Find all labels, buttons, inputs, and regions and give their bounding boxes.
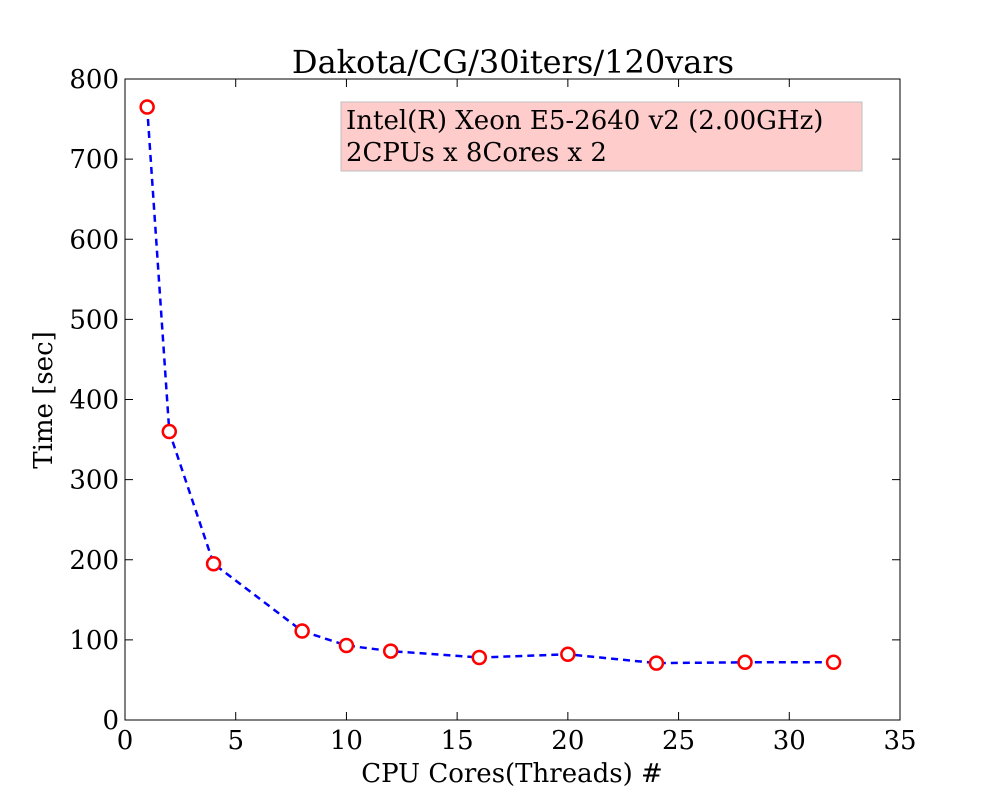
data-point — [825, 654, 842, 671]
data-point — [161, 423, 178, 440]
x-tick-label: 20 — [551, 726, 584, 756]
y-tick-label: 700 — [69, 145, 119, 175]
series-line — [145, 106, 834, 665]
data-point — [139, 99, 155, 115]
data-point — [205, 556, 222, 572]
data-point — [338, 637, 355, 654]
x-tick-label: 35 — [883, 726, 916, 756]
data-point — [294, 623, 310, 639]
plot-area — [124, 78, 901, 721]
y-tick-label: 300 — [69, 466, 119, 496]
y-tick-label: 0 — [102, 706, 119, 736]
x-tick-label: 15 — [441, 726, 474, 756]
annotation-line-1: Intel(R) Xeon E5-2640 v2 (2.00GHz) — [346, 106, 823, 136]
x-tick-label: 0 — [117, 726, 134, 756]
y-tick-label: 600 — [69, 225, 119, 255]
y-tick-label: 100 — [69, 626, 119, 656]
data-point — [471, 649, 488, 666]
data-point — [382, 643, 399, 659]
data-point — [648, 655, 665, 671]
annotation-background — [340, 101, 863, 172]
x-axis-label: CPU Cores(Threads) # — [361, 759, 663, 789]
chart-title: Dakota/CG/30iters/120vars — [292, 43, 734, 81]
x-tick-label: 5 — [227, 726, 244, 756]
annotation-line-2: 2CPUs x 8Cores x 2 — [346, 138, 607, 168]
y-axis-label: Time [sec] — [29, 331, 59, 469]
data-point — [560, 646, 576, 663]
data-point — [737, 654, 753, 671]
annotation-box: Intel(R) Xeon E5-2640 v2 (2.00GHz) 2CPUs… — [340, 101, 863, 172]
x-tick-label: 25 — [662, 726, 695, 756]
x-tick-label: 10 — [330, 726, 363, 756]
y-tick-label: 200 — [69, 546, 119, 576]
y-tick-label: 800 — [69, 65, 119, 95]
x-tick-label: 30 — [773, 726, 806, 756]
y-tick-label: 400 — [69, 386, 119, 416]
y-tick-label: 500 — [69, 305, 119, 335]
